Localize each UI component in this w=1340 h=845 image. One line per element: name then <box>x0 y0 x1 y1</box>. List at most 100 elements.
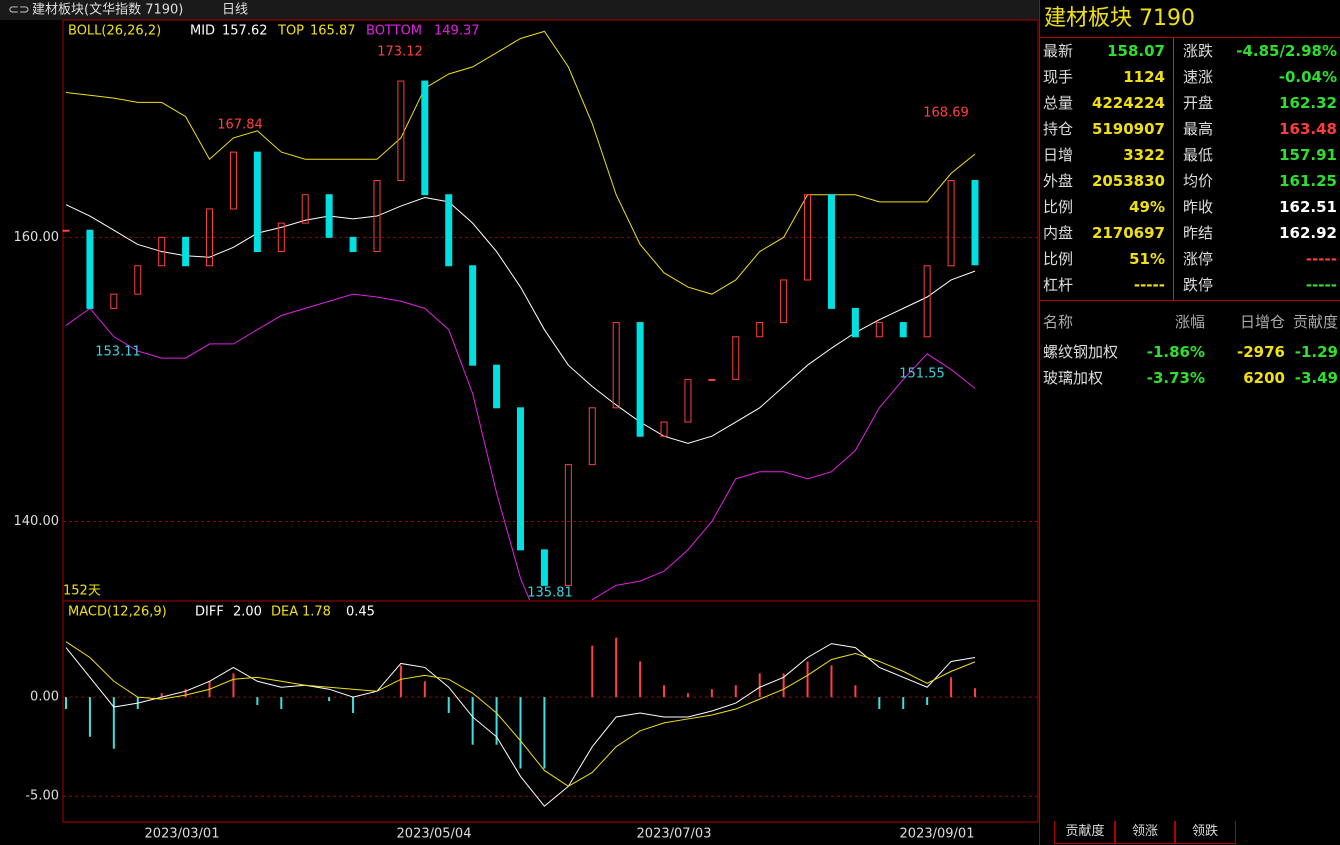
candle <box>756 322 764 338</box>
dea-name: DEA <box>271 605 298 620</box>
row-value: 162.92 <box>1279 224 1337 242</box>
sep <box>1040 37 1340 38</box>
candle <box>780 279 788 324</box>
candle <box>445 194 453 267</box>
row-label: 涨停 <box>1183 250 1214 268</box>
row-value: 163.48 <box>1279 120 1337 138</box>
annotation: 168.69 <box>923 106 969 121</box>
row-label: 最新 <box>1043 42 1074 60</box>
candle <box>947 180 955 267</box>
row-value: ----- <box>1133 276 1165 294</box>
table-cell: -3.49 <box>1294 369 1338 387</box>
candle <box>732 336 740 380</box>
table-cell: -2976 <box>1237 343 1285 361</box>
annotation: 173.12 <box>377 45 423 60</box>
row-value: -0.04% <box>1278 68 1337 86</box>
diff-name: DIFF <box>195 605 224 620</box>
table-header: 涨幅 <box>1174 313 1205 331</box>
row-label: 昨收 <box>1183 198 1214 216</box>
boll-bottom <box>65 293 976 600</box>
back-icon[interactable]: ⊂⊃ <box>8 3 30 18</box>
table-cell: 螺纹钢加权 <box>1043 343 1119 361</box>
row-label: 外盘 <box>1043 172 1074 190</box>
frame <box>62 19 1039 823</box>
tab[interactable]: 贡献度 <box>1054 821 1116 844</box>
table-header: 日增仓 <box>1239 313 1285 331</box>
chart-area: ⊂⊃ 建材板块(文华指数 7190) 日线 BOLL(26,26,2) MID … <box>0 0 1039 842</box>
row-label: 现手 <box>1043 68 1074 86</box>
top-bar <box>0 0 1039 20</box>
candle <box>851 307 859 338</box>
candle <box>588 407 596 466</box>
row-label: 最低 <box>1183 146 1214 164</box>
period[interactable]: 日线 <box>222 3 248 18</box>
macd-value: 0.45 <box>346 605 375 620</box>
candle <box>349 236 357 253</box>
tab[interactable]: 领跌 <box>1174 821 1236 844</box>
candle <box>182 236 190 267</box>
row-value: 51% <box>1129 250 1165 268</box>
candle <box>540 549 548 586</box>
y-tick-label: -5.00 <box>25 789 59 804</box>
diff-value: 2.00 <box>233 605 262 620</box>
candle <box>62 229 70 232</box>
candle <box>827 194 835 309</box>
annotation: 135.81 <box>527 586 573 601</box>
top-value: 165.87 <box>310 24 356 39</box>
tab[interactable]: 领涨 <box>1114 821 1176 844</box>
candle <box>660 421 668 437</box>
candle <box>564 464 572 586</box>
candle <box>684 378 692 423</box>
row-label: 比例 <box>1043 198 1074 216</box>
row-value: 2053830 <box>1091 172 1165 190</box>
candle <box>301 194 309 224</box>
x-label: 2023/09/01 <box>900 827 975 842</box>
row-value: 162.32 <box>1279 94 1337 112</box>
candle <box>804 194 812 281</box>
candle <box>158 236 166 267</box>
row-value: ----- <box>1305 250 1337 268</box>
row-value: 157.91 <box>1279 146 1337 164</box>
bottom-name: BOTTOM <box>366 24 422 39</box>
row-label: 开盘 <box>1183 94 1214 112</box>
top-name: TOP <box>277 24 304 39</box>
candle <box>612 322 620 409</box>
mid-value: 157.62 <box>222 24 268 39</box>
row-label: 持仓 <box>1043 120 1074 138</box>
row-value: 1124 <box>1123 68 1165 86</box>
candle <box>636 322 644 437</box>
candle <box>397 80 405 182</box>
row-label: 总量 <box>1043 94 1074 112</box>
sep <box>1040 300 1340 301</box>
table-header: 贡献度 <box>1292 313 1338 331</box>
boll-mid <box>65 197 976 444</box>
annotation: 151.55 <box>899 367 945 382</box>
annotation: 153.11 <box>95 345 141 360</box>
candle <box>493 364 501 409</box>
row-value: 49% <box>1129 198 1165 216</box>
candle <box>134 265 142 295</box>
boll-name: BOLL(26,26,2) <box>68 24 161 39</box>
row-value: 5190907 <box>1091 120 1165 138</box>
candle <box>899 322 907 338</box>
macd-name: MACD(12,26,9) <box>68 605 167 620</box>
candle <box>971 180 979 266</box>
col-sep <box>1173 38 1174 300</box>
quote-panel: 建材板块 7190 最新 158.07 涨跌 -4.85/2.98% 现手 1124 速涨 -… <box>1039 0 1340 845</box>
boll-top <box>65 30 976 295</box>
row-value: ----- <box>1305 276 1337 294</box>
dea-line <box>65 641 976 787</box>
row-label: 跌停 <box>1183 276 1214 294</box>
x-label: 2023/07/03 <box>637 827 712 842</box>
instrument: 建材板块(文华指数 7190) <box>32 3 183 18</box>
candle <box>253 151 261 253</box>
row-value: 161.25 <box>1279 172 1337 190</box>
days: 152天 <box>63 584 101 599</box>
bottom-value: 149.37 <box>434 24 480 39</box>
row-label: 最高 <box>1183 120 1214 138</box>
row-value: -4.85/2.98% <box>1236 42 1337 60</box>
y-tick-label: 140.00 <box>14 514 60 529</box>
candle <box>373 180 381 253</box>
row-label: 杠杆 <box>1043 276 1074 294</box>
